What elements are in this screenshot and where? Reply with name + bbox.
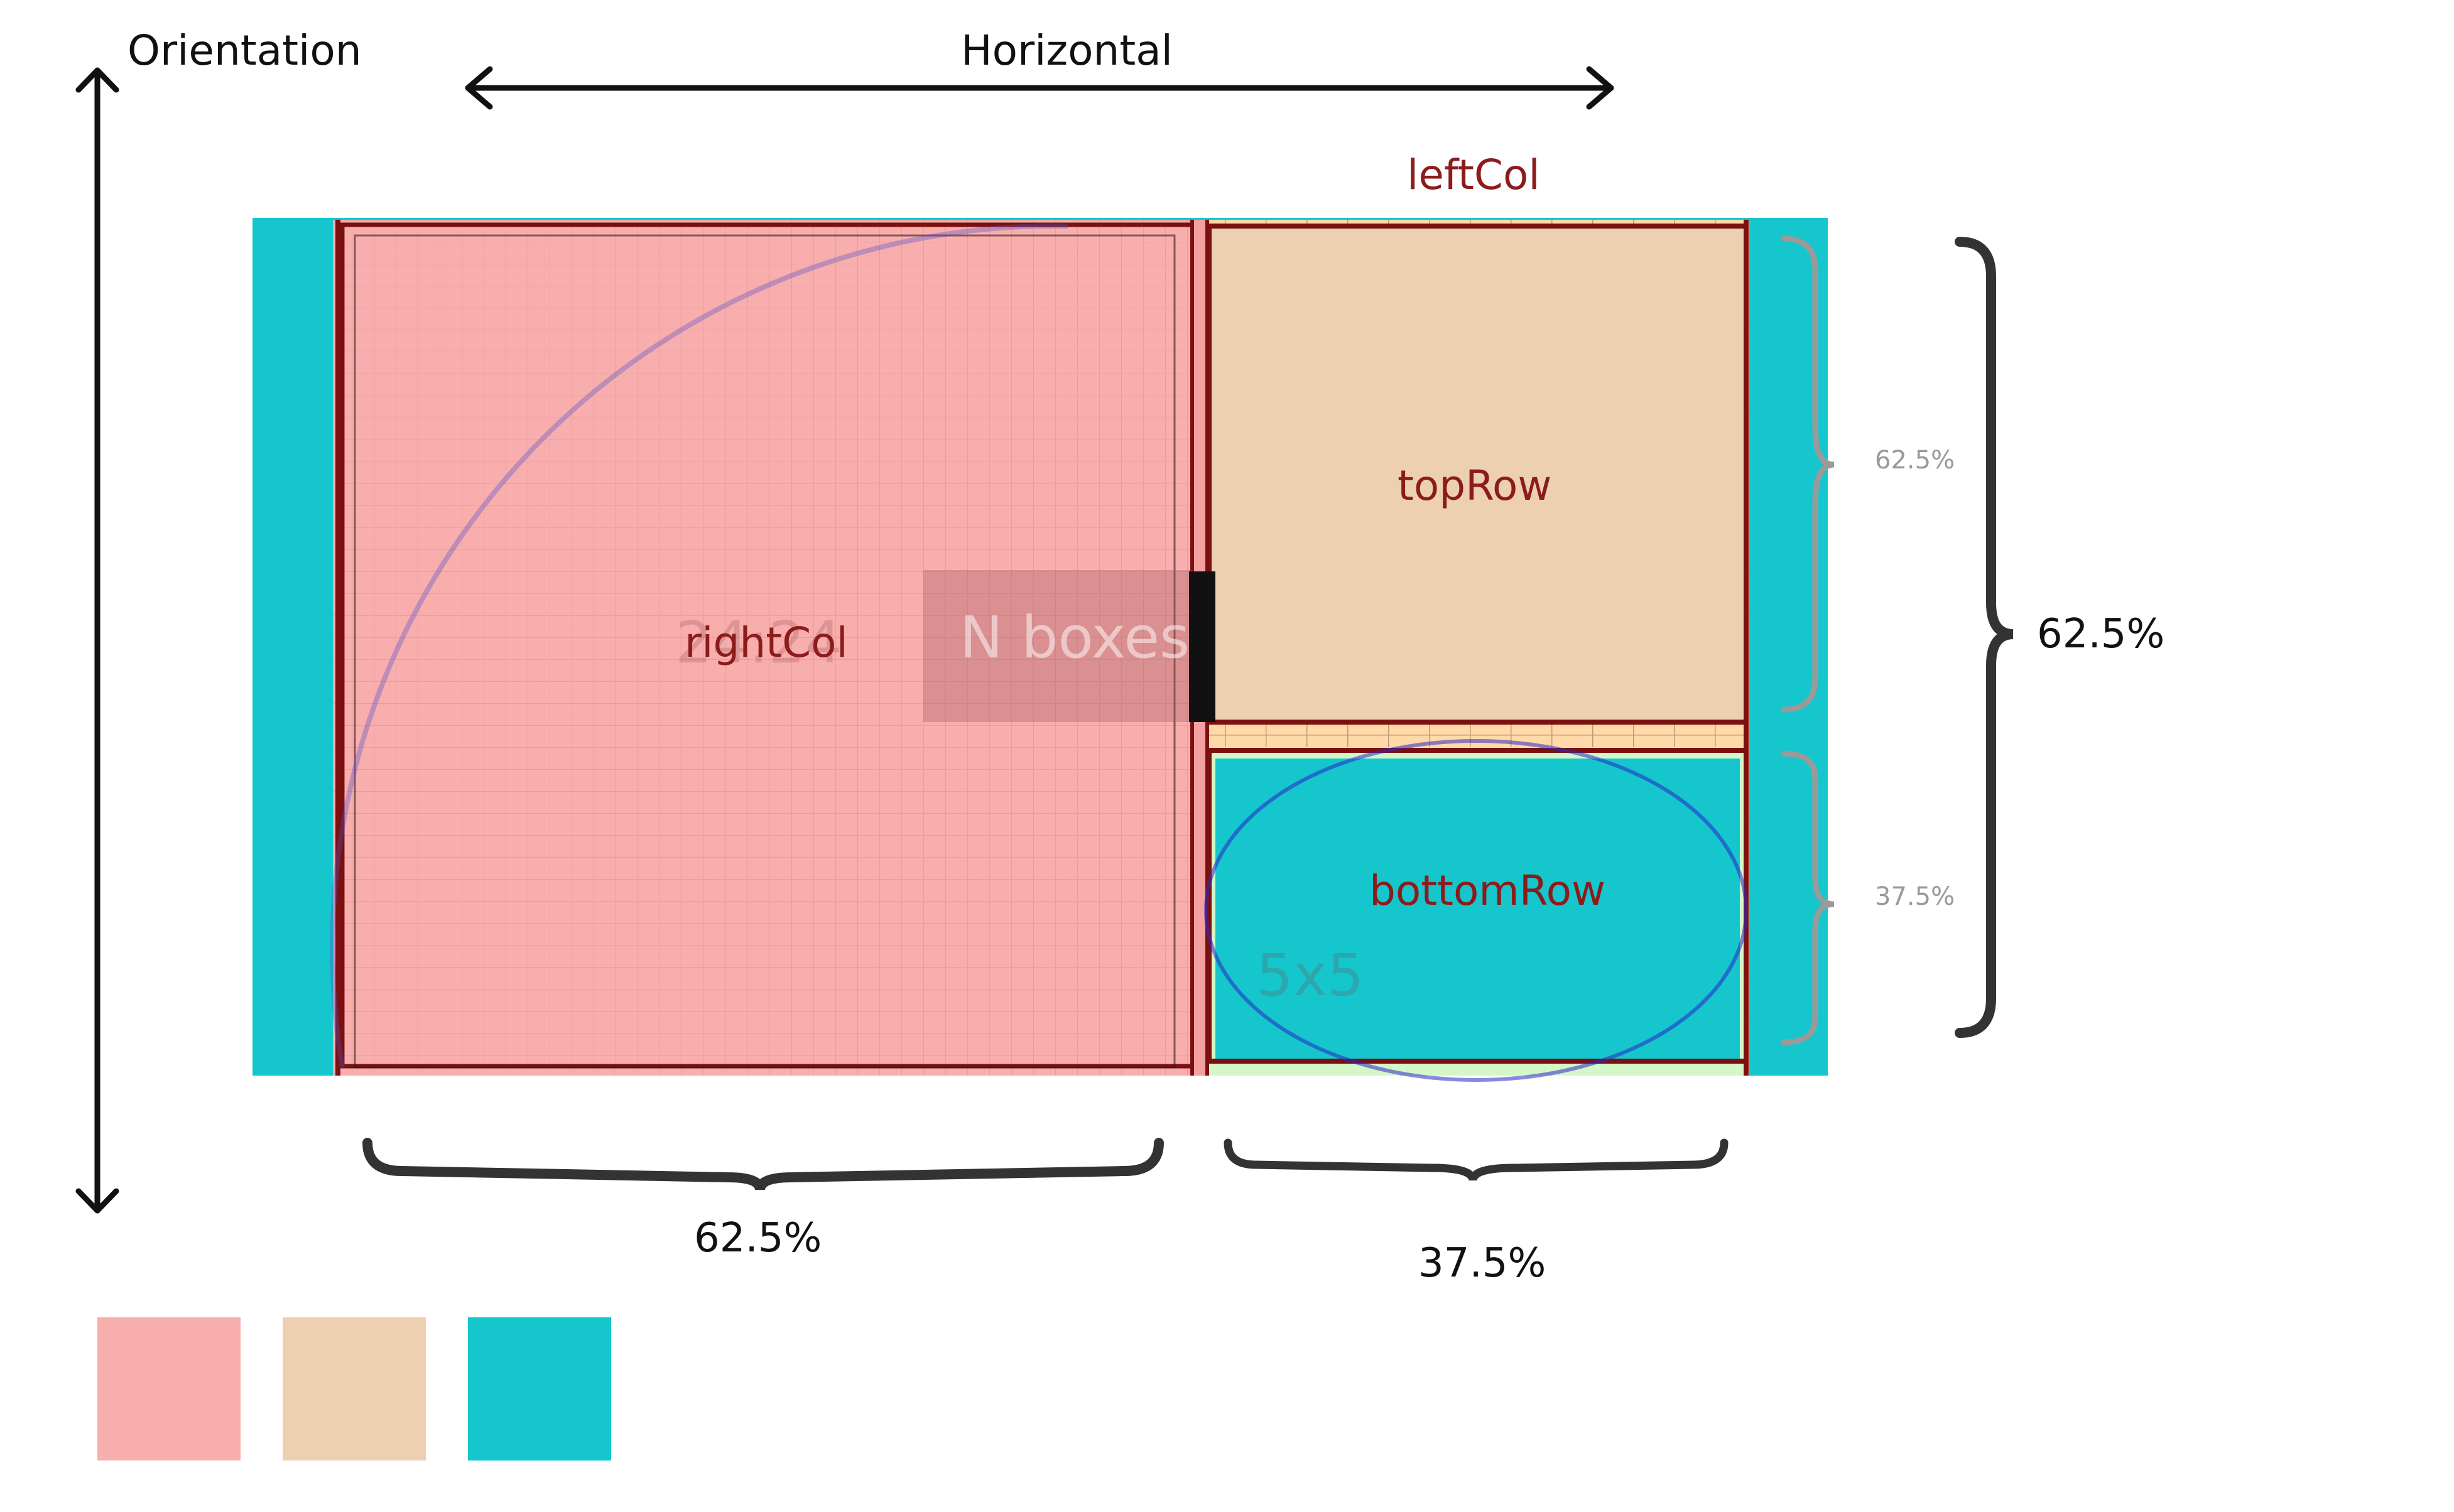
tan-swatch [283, 1317, 426, 1461]
left-col-label: leftCol [1407, 151, 1540, 199]
guide-arc [330, 223, 1068, 1068]
right-inner-top-pct: 62.5% [1875, 446, 1955, 475]
faint-grid-text: 5x5 [1256, 942, 1364, 1009]
orientation-label: Orientation [128, 26, 362, 75]
teal-swatch [468, 1317, 611, 1461]
right-outer-pct: 62.5% [2037, 611, 2165, 657]
n-boxes-label: N boxes [960, 604, 1190, 671]
right-inner-brace-bottom [1781, 750, 1835, 1045]
top-row-region [1209, 226, 1746, 722]
horizontal-arrow [465, 66, 1614, 110]
orientation-arrow [75, 67, 119, 1214]
right-inner-brace-top [1781, 235, 1835, 713]
pink-swatch [97, 1317, 241, 1461]
top-row-label: topRow [1398, 462, 1552, 510]
faint-ratio-text: 24:24 [675, 609, 842, 676]
bottom-right-brace [1224, 1138, 1729, 1182]
n-boxes-overlay [923, 570, 1193, 722]
bottom-right-pct: 37.5% [1418, 1240, 1546, 1287]
horizontal-label: Horizontal [961, 26, 1173, 75]
bottom-row-label: bottomRow [1369, 867, 1605, 915]
bottom-left-pct: 62.5% [694, 1215, 822, 1261]
right-col-label: rightCol [685, 618, 848, 667]
bottom-left-brace [362, 1138, 1164, 1191]
bottom-row-region [1215, 759, 1740, 1059]
right-outer-brace [1955, 237, 2014, 1038]
right-inner-bottom-pct: 37.5% [1875, 882, 1955, 911]
